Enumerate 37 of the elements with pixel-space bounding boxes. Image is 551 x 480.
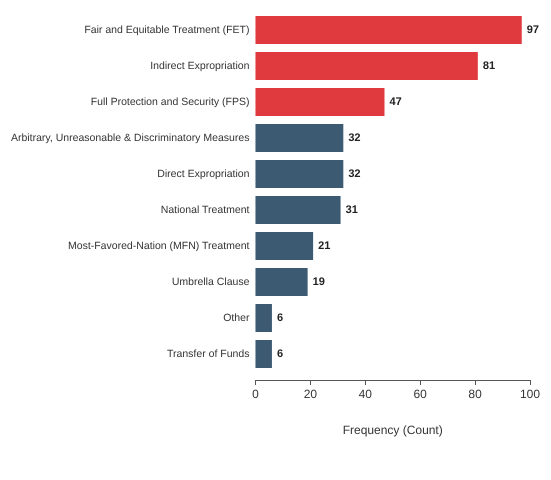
data-label: 19 (312, 276, 325, 288)
bar (255, 52, 478, 80)
y-tick-label: Most-Favored-Nation (MFN) Treatment (68, 240, 250, 252)
data-label: 6 (276, 348, 284, 360)
bar (255, 88, 384, 116)
bar (255, 16, 522, 44)
bar (255, 304, 272, 332)
data-label: 97 (526, 24, 540, 36)
x-tick-label: 40 (358, 387, 372, 401)
bar (255, 160, 344, 188)
data-label: 31 (346, 204, 358, 216)
bar (255, 232, 314, 260)
x-tick-label: 100 (520, 387, 540, 401)
y-tick-label: Direct Expropriation (157, 168, 250, 180)
data-label: 32 (348, 168, 361, 180)
x-tick-label: 60 (414, 387, 428, 401)
bar (255, 268, 308, 296)
bar (255, 196, 341, 224)
data-label: 81 (482, 60, 496, 72)
y-tick-label: Umbrella Clause (172, 276, 250, 288)
data-label: 47 (389, 96, 402, 108)
data-label: 21 (318, 240, 330, 252)
y-tick-label: Transfer of Funds (166, 348, 250, 360)
y-tick-label: Full Protection and Security (FPS) (90, 96, 250, 108)
y-tick-label: National Treatment (160, 204, 250, 216)
x-tick-label: 20 (304, 387, 318, 401)
x-axis-title: Frequency (Count) (342, 423, 443, 437)
y-tick-label: Fair and Equitable Treatment (FET) (84, 24, 250, 36)
y-tick-label: Indirect Expropriation (150, 60, 250, 72)
data-label: 6 (276, 312, 284, 324)
bar (255, 340, 272, 368)
bar (255, 124, 344, 152)
data-label: 32 (348, 132, 361, 144)
y-tick-label: Other (223, 312, 250, 324)
y-tick-label: Arbitrary, Unreasonable & Discriminatory Measures (10, 132, 250, 144)
x-tick-label: 80 (468, 387, 482, 401)
x-tick-label: 0 (252, 387, 260, 401)
